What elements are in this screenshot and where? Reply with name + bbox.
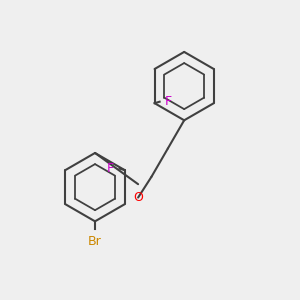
Text: F: F: [107, 162, 114, 175]
Text: F: F: [165, 95, 172, 108]
Text: Br: Br: [88, 235, 102, 248]
Text: O: O: [133, 191, 143, 204]
